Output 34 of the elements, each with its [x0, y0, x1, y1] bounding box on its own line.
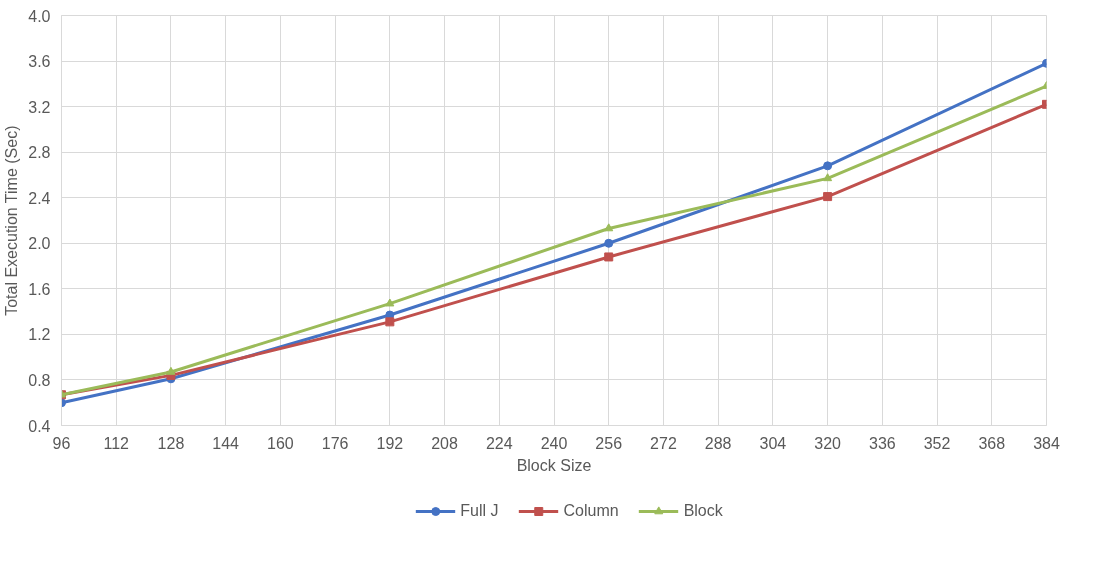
y-tick-label: 1.6 — [28, 280, 51, 298]
legend-label: Block — [683, 502, 723, 520]
x-tick-label: 96 — [52, 434, 71, 452]
x-tick-label: 224 — [485, 434, 513, 452]
y-tick-label: 2.0 — [28, 235, 51, 253]
x-tick-label: 336 — [868, 434, 896, 452]
x-tick-label: 320 — [814, 434, 842, 452]
legend-label: Column — [563, 502, 619, 520]
x-tick-label: 288 — [704, 434, 732, 452]
y-tick-label: 2.8 — [28, 144, 51, 162]
x-tick-label: 240 — [540, 434, 568, 452]
y-tick-label: 0.8 — [28, 371, 51, 389]
y-tick-label: 2.4 — [28, 189, 51, 207]
x-tick-label: 352 — [923, 434, 951, 452]
x-axis-title: Block Size — [516, 456, 592, 474]
y-axis-title: Total Execution Time (Sec) — [3, 125, 21, 316]
x-tick-label: 112 — [103, 434, 130, 452]
x-tick-label: 144 — [212, 434, 240, 452]
y-tick-label: 3.2 — [28, 98, 51, 116]
x-tick-label: 368 — [978, 434, 1006, 452]
y-tick-label: 3.6 — [28, 53, 51, 71]
x-tick-label: 384 — [1033, 434, 1060, 452]
y-tick-label: 0.4 — [28, 417, 51, 435]
y-tick-label: 1.2 — [28, 326, 51, 344]
x-tick-label: 176 — [321, 434, 349, 452]
x-tick-label: 192 — [376, 434, 404, 452]
legend-label: Full J — [460, 502, 499, 520]
x-tick-label: 128 — [157, 434, 185, 452]
x-tick-label: 208 — [431, 434, 458, 452]
x-tick-label: 272 — [650, 434, 677, 452]
x-tick-label: 304 — [759, 434, 787, 452]
x-tick-label: 256 — [595, 434, 623, 452]
y-tick-label: 4.0 — [28, 7, 51, 25]
x-tick-label: 160 — [267, 434, 294, 452]
